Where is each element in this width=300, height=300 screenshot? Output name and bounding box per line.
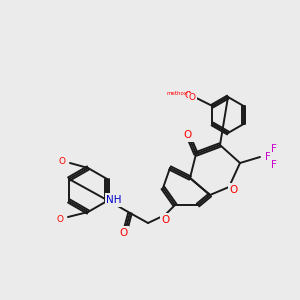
Text: F: F — [265, 152, 271, 162]
Text: methoxy: methoxy — [166, 92, 190, 97]
Text: O: O — [230, 185, 238, 195]
Text: O: O — [58, 157, 65, 166]
Text: F: F — [271, 160, 277, 170]
Text: O: O — [56, 214, 64, 224]
Text: O: O — [119, 228, 127, 238]
Text: NH: NH — [106, 195, 122, 205]
Text: O: O — [184, 130, 192, 140]
Text: O: O — [185, 92, 192, 100]
Text: F: F — [271, 144, 277, 154]
Text: O: O — [189, 94, 196, 103]
Text: O: O — [162, 215, 170, 225]
